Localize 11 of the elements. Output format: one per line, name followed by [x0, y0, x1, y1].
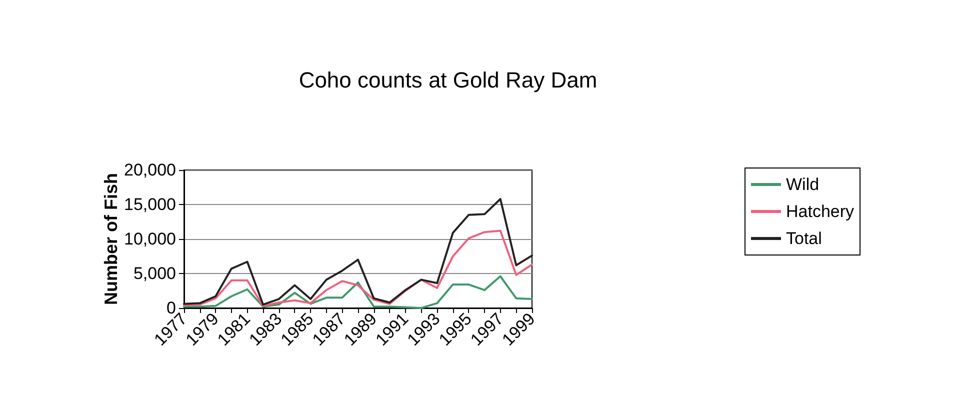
y-tick-label: 20,000 [124, 160, 176, 180]
chart-title: Coho counts at Gold Ray Dam [298, 68, 598, 92]
legend-label: Total [786, 229, 822, 248]
y-axis-title: Number of Fish [101, 172, 122, 306]
y-tick-label: 5,000 [133, 264, 176, 283]
line-series [183, 198, 533, 306]
legend-label: Wild [786, 175, 820, 194]
y-tick-label: 15,000 [124, 195, 176, 214]
y-tick-label: 0 [166, 298, 176, 318]
y-tick-label: 10,000 [124, 230, 176, 248]
legend-label: Hatchery [786, 202, 855, 221]
